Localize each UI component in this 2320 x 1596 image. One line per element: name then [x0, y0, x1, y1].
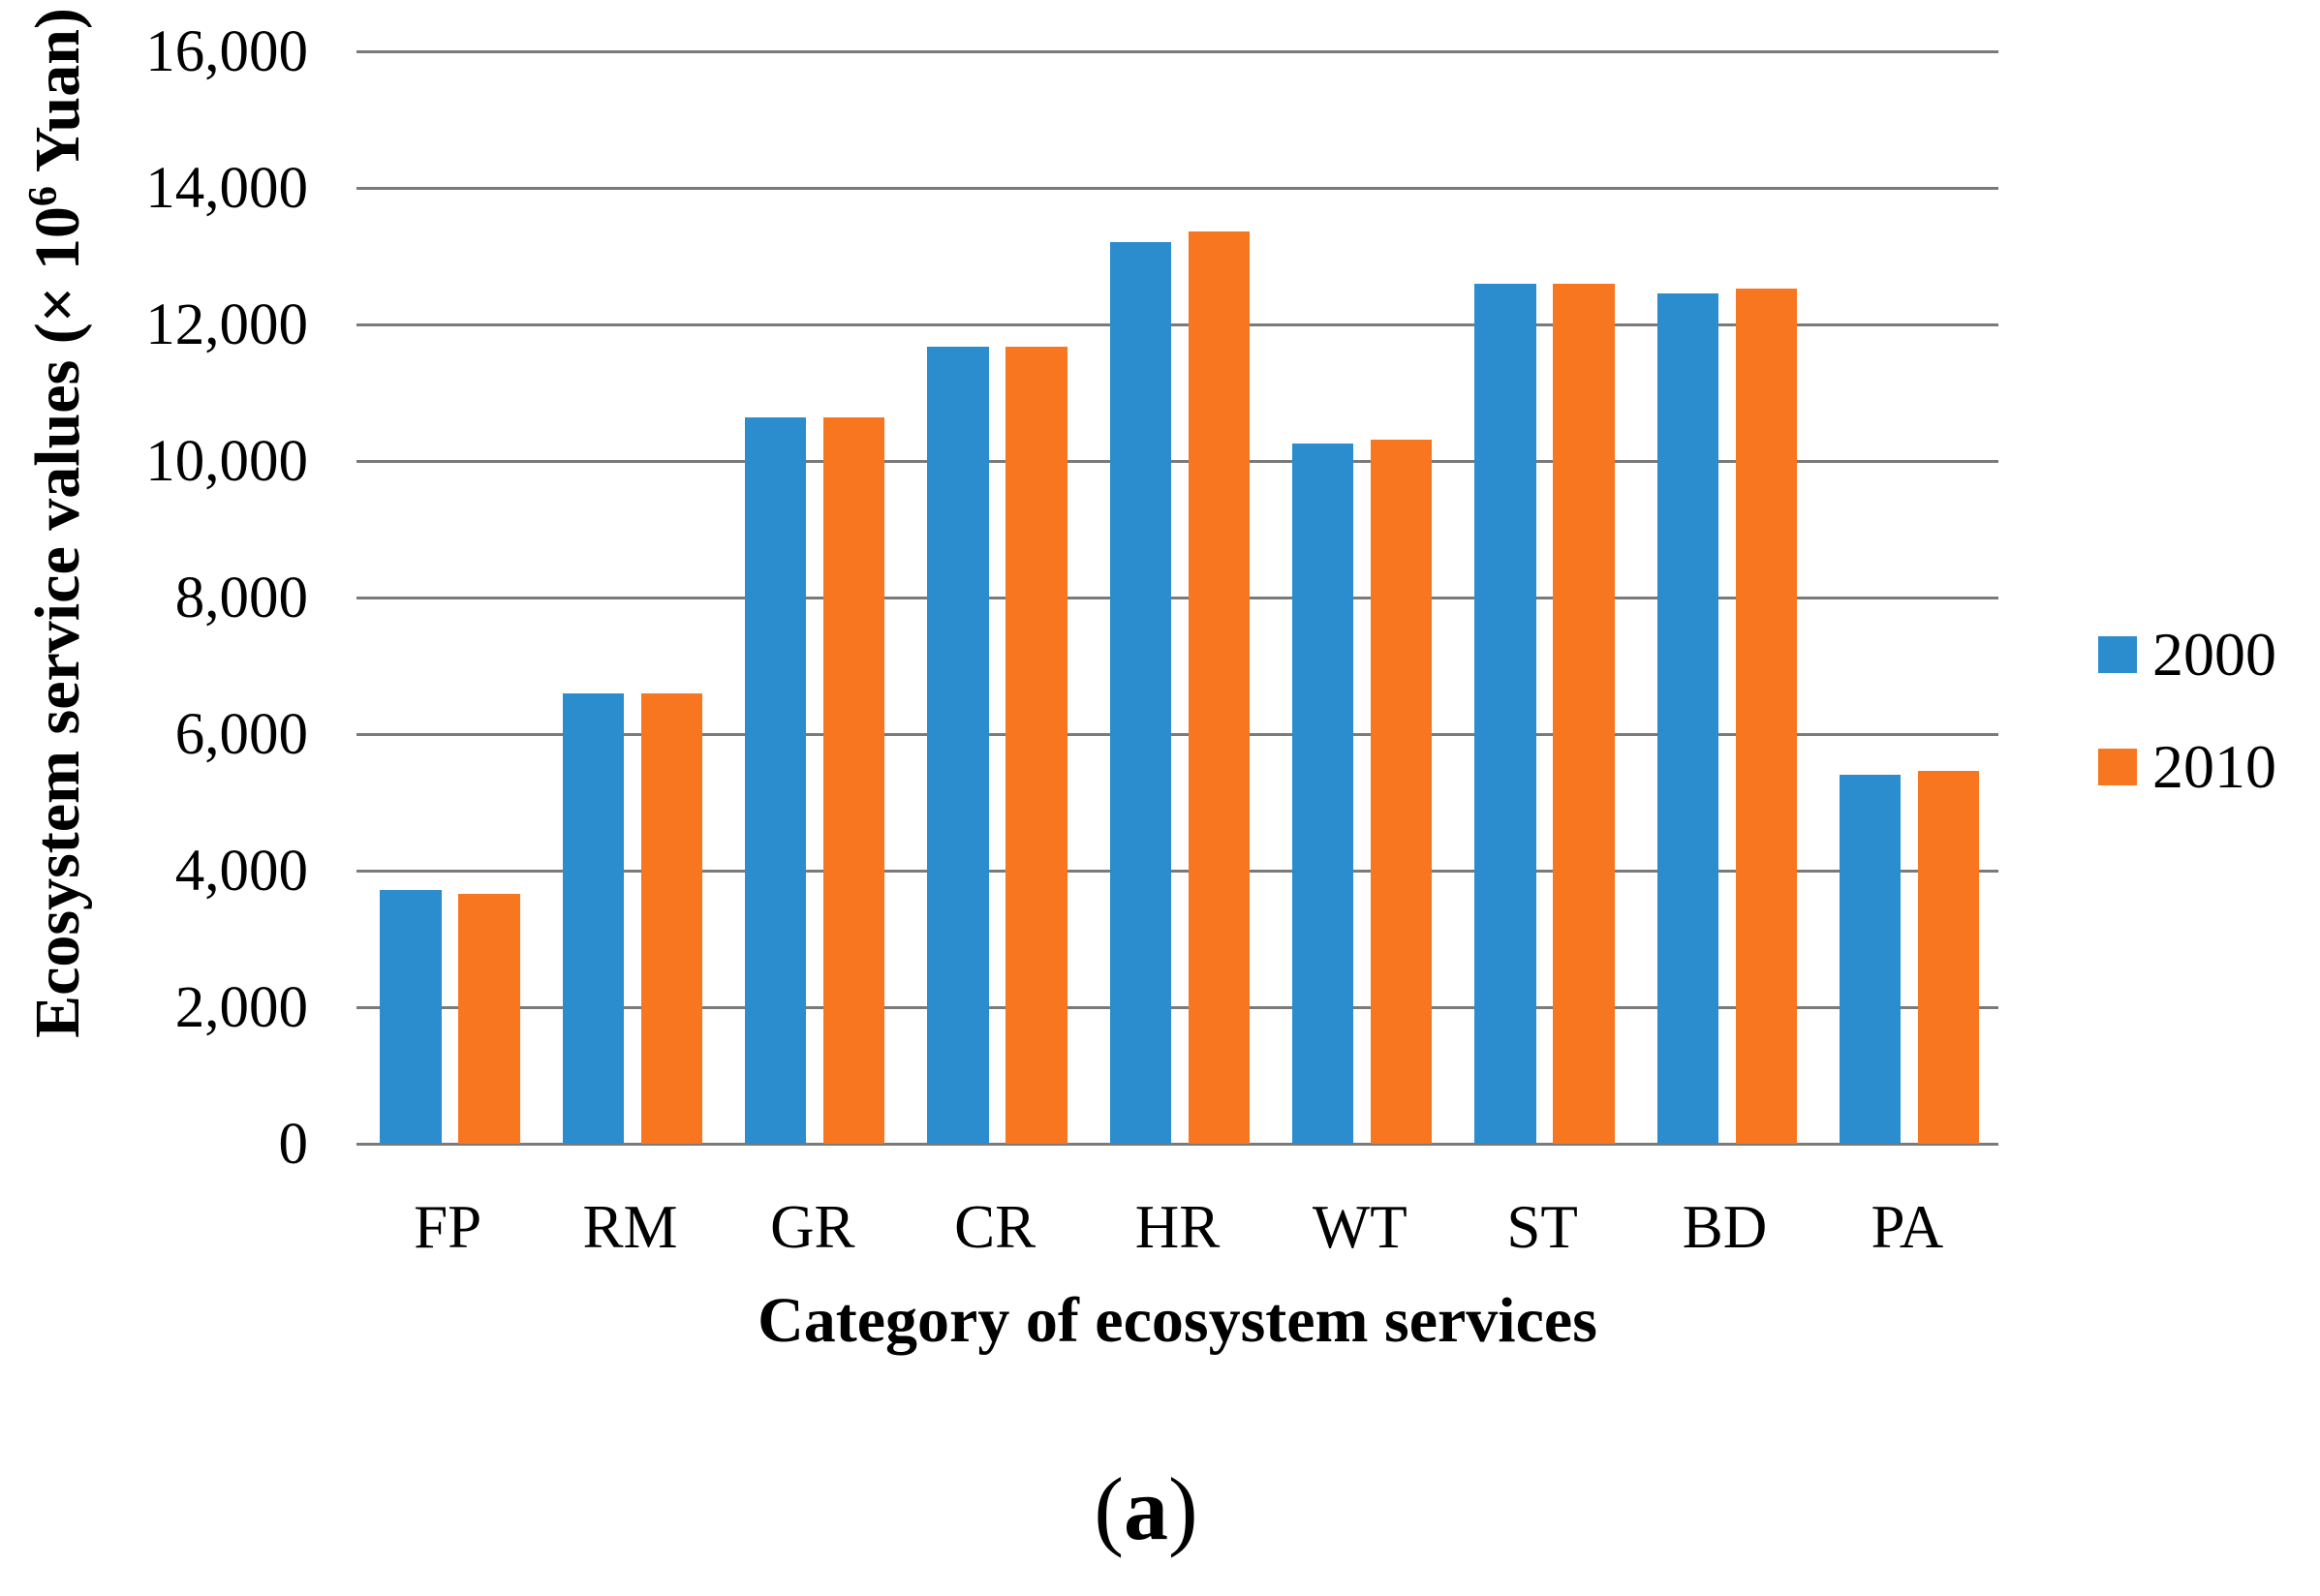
y-tick-label: 2,000 [174, 975, 308, 1040]
bar-2010-PA [1918, 771, 1980, 1144]
y-tick-label: 10,000 [145, 429, 308, 494]
bar-2000-HR [1109, 241, 1171, 1144]
caption-close-paren: ) [1168, 1459, 1198, 1558]
x-category-label: HR [1134, 1193, 1221, 1261]
y-tick-label: 14,000 [145, 156, 308, 221]
bar-2000-PA [1840, 775, 1902, 1144]
bar-2010-HR [1188, 231, 1250, 1144]
bar-2010-FP [458, 893, 520, 1144]
x-category-label: BD [1682, 1193, 1768, 1261]
y-tick-label: 4,000 [174, 839, 308, 904]
y-tick-label: 6,000 [174, 702, 308, 767]
x-category-label: CR [954, 1193, 1036, 1261]
bar-2000-GR [745, 416, 807, 1144]
legend-entry-2000: 2000 [2098, 620, 2276, 689]
x-axis-title: Category of ecosystem services [758, 1285, 1597, 1356]
gridline [356, 870, 1998, 873]
gridline [356, 187, 1998, 190]
legend-swatch-2000 [2098, 636, 2137, 673]
x-category-label: FP [414, 1193, 482, 1261]
bar-2010-GR [823, 416, 885, 1144]
gridline [356, 1006, 1998, 1009]
caption-open-paren: ( [1094, 1459, 1124, 1558]
x-category-label: GR [770, 1193, 855, 1261]
gridline [356, 1143, 1998, 1146]
subfigure-caption: (a) [356, 1464, 1935, 1553]
gridline [356, 597, 1998, 599]
bar-2000-RM [562, 693, 624, 1144]
legend-label-2000: 2000 [2152, 620, 2276, 689]
legend-label-2010: 2010 [2152, 732, 2276, 801]
bar-2000-CR [927, 346, 989, 1144]
bar-2010-WT [1371, 440, 1433, 1144]
x-category-label: ST [1506, 1193, 1578, 1261]
bar-2010-RM [640, 693, 702, 1144]
y-tick-label: 8,000 [174, 566, 308, 630]
bar-2010-BD [1735, 289, 1797, 1144]
y-tick-label: 12,000 [145, 292, 308, 357]
caption-letter: a [1124, 1459, 1168, 1558]
legend-swatch-2010 [2098, 749, 2137, 785]
gridline [356, 733, 1998, 736]
plot-area [356, 50, 1998, 1146]
bar-2000-ST [1474, 283, 1536, 1144]
bar-2000-BD [1656, 293, 1718, 1144]
y-tick-label: 0 [278, 1112, 309, 1177]
legend: 2000 2010 [2098, 620, 2276, 849]
y-tick-label: 16,000 [145, 19, 308, 84]
x-category-label: WT [1312, 1193, 1407, 1261]
bar-2010-CR [1005, 346, 1067, 1144]
bar-2010-ST [1553, 283, 1615, 1144]
x-category-label: PA [1871, 1193, 1944, 1261]
x-category-label: RM [582, 1193, 678, 1261]
legend-entry-2010: 2010 [2098, 732, 2276, 801]
gridline [356, 460, 1998, 463]
gridline [356, 50, 1998, 53]
bar-2000-WT [1292, 444, 1354, 1144]
gridline [356, 323, 1998, 326]
bar-2000-FP [380, 890, 442, 1144]
